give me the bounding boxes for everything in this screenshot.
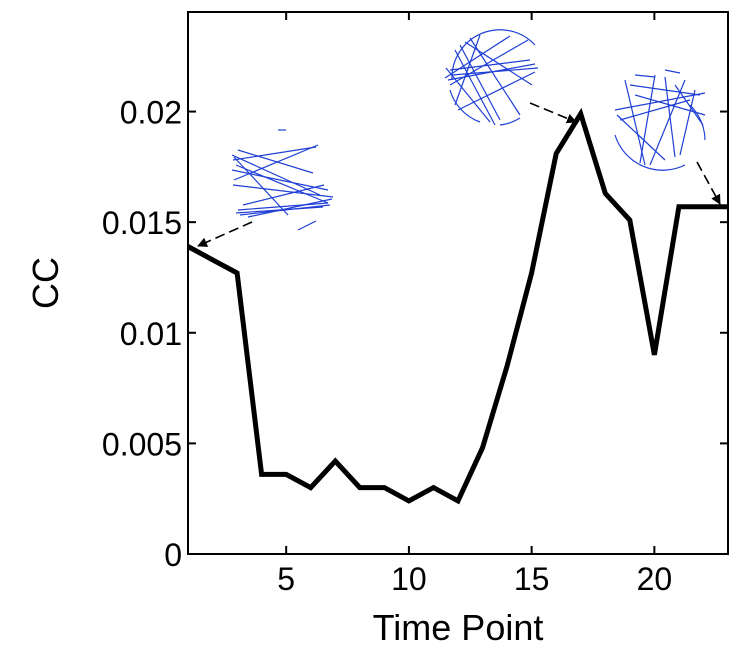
network-graph-inset xyxy=(444,29,539,126)
x-tick-label: 5 xyxy=(277,561,295,597)
x-axis-label: Time Point xyxy=(373,607,544,648)
y-tick-label: 0.02 xyxy=(120,95,182,131)
x-tick-label: 10 xyxy=(391,561,427,597)
annotation-arrow-2 xyxy=(529,102,577,124)
y-tick-label: 0.015 xyxy=(102,205,182,241)
x-tick-label: 15 xyxy=(514,561,550,597)
annotation-arrow-1 xyxy=(197,221,253,247)
y-axis-label: CC xyxy=(25,257,66,309)
tick-labels: 5 10 15 20 0 0.005 0.01 0.015 0.02 xyxy=(102,95,672,597)
plot-area xyxy=(187,11,729,555)
network-graph-inset xyxy=(614,69,706,171)
y-tick-label: 0.01 xyxy=(120,316,182,352)
annotation-arrow-3 xyxy=(696,161,721,205)
y-tick-label: 0.005 xyxy=(102,426,182,462)
network-graph-inset xyxy=(231,129,334,231)
axis-ticks xyxy=(188,12,728,555)
x-tick-label: 20 xyxy=(637,561,673,597)
y-tick-label: 0 xyxy=(164,537,182,573)
series-line-cc xyxy=(186,107,728,505)
